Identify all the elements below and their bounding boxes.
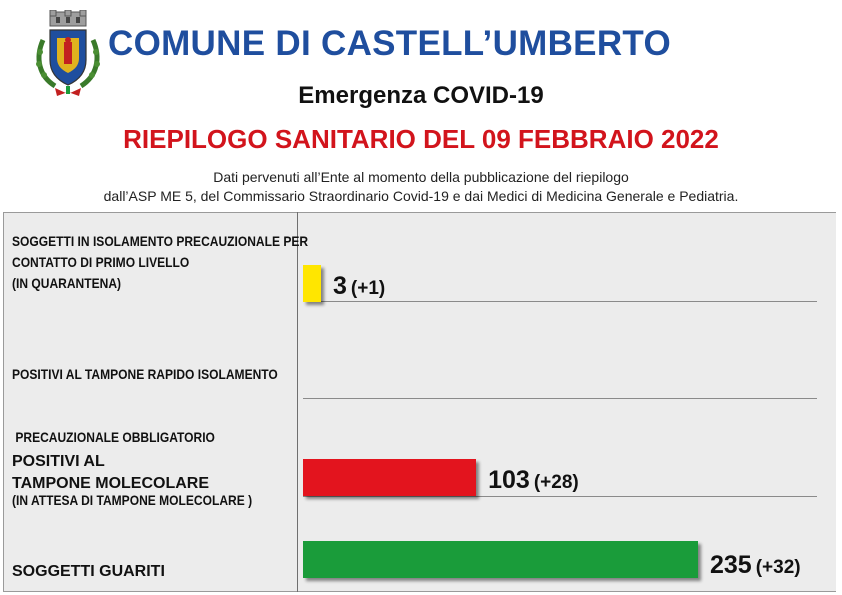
source-note-line-1: Dati pervenuti all’Ente al momento della… xyxy=(213,169,629,185)
row-baseline xyxy=(303,398,817,399)
row-label-line: CONTATTO DI PRIMO LIVELLO xyxy=(12,254,190,270)
value-label-recovered: 235 (+32) xyxy=(710,550,801,584)
bar-recovered xyxy=(303,541,698,578)
row-label-line: POSITIVI AL TAMPONE RAPIDO ISOLAMENTO xyxy=(12,366,278,382)
row-label-line: (IN ATTESA DI TAMPONE MOLECOLARE ) xyxy=(12,492,253,508)
value-number: 3 xyxy=(333,272,347,300)
row-label-quarantine: SOGGETTI IN ISOLAMENTO PRECAUZIONALE PER… xyxy=(12,231,308,294)
row-label-molecular: POSITIVI AL TAMPONE MOLECOLARE xyxy=(12,451,209,495)
row-label-line: (IN QUARANTENA) xyxy=(12,275,122,291)
bar-quarantine xyxy=(303,265,321,302)
emergency-subtitle: Emergenza COVID-19 xyxy=(298,82,544,109)
row-label-line: PRECAUZIONALE OBBLIGATORIO xyxy=(12,429,215,445)
report-title: RIEPILOGO SANITARIO DEL 09 FEBBRAIO 2022 xyxy=(123,124,719,154)
chart-panel xyxy=(3,212,836,592)
row-label-rapid-test: POSITIVI AL TAMPONE RAPIDO ISOLAMENTO PR… xyxy=(12,322,278,532)
row-label-recovered: SOGGETTI GUARITI xyxy=(12,561,165,583)
source-note-line-2: dall’ASP ME 5, del Commissario Straordin… xyxy=(103,188,739,204)
bar-molecular xyxy=(303,459,477,496)
municipal-coat-of-arms-icon xyxy=(36,10,100,96)
label-column-divider xyxy=(297,212,298,592)
row-label-line: SOGGETTI GUARITI xyxy=(12,563,165,580)
row-label-line: SOGGETTI IN ISOLAMENTO PRECAUZIONALE PER xyxy=(12,233,309,249)
value-number: 235 xyxy=(710,551,752,579)
row-label-line: POSITIVI AL xyxy=(12,453,105,470)
value-number: 103 xyxy=(488,466,530,494)
value-delta: (+32) xyxy=(755,557,801,578)
row-baseline xyxy=(303,496,817,497)
source-note: Dati pervenuti all’Ente al momento della… xyxy=(0,168,842,206)
value-label-quarantine: 3 (+1) xyxy=(333,271,385,305)
row-baseline xyxy=(303,301,817,302)
value-delta: (+28) xyxy=(533,472,579,493)
value-label-molecular: 103 (+28) xyxy=(488,465,579,499)
municipality-title: COMUNE DI CASTELL’UMBERTO xyxy=(108,24,671,63)
value-delta: (+1) xyxy=(350,278,386,299)
row-label-line: TAMPONE MOLECOLARE xyxy=(12,475,210,492)
